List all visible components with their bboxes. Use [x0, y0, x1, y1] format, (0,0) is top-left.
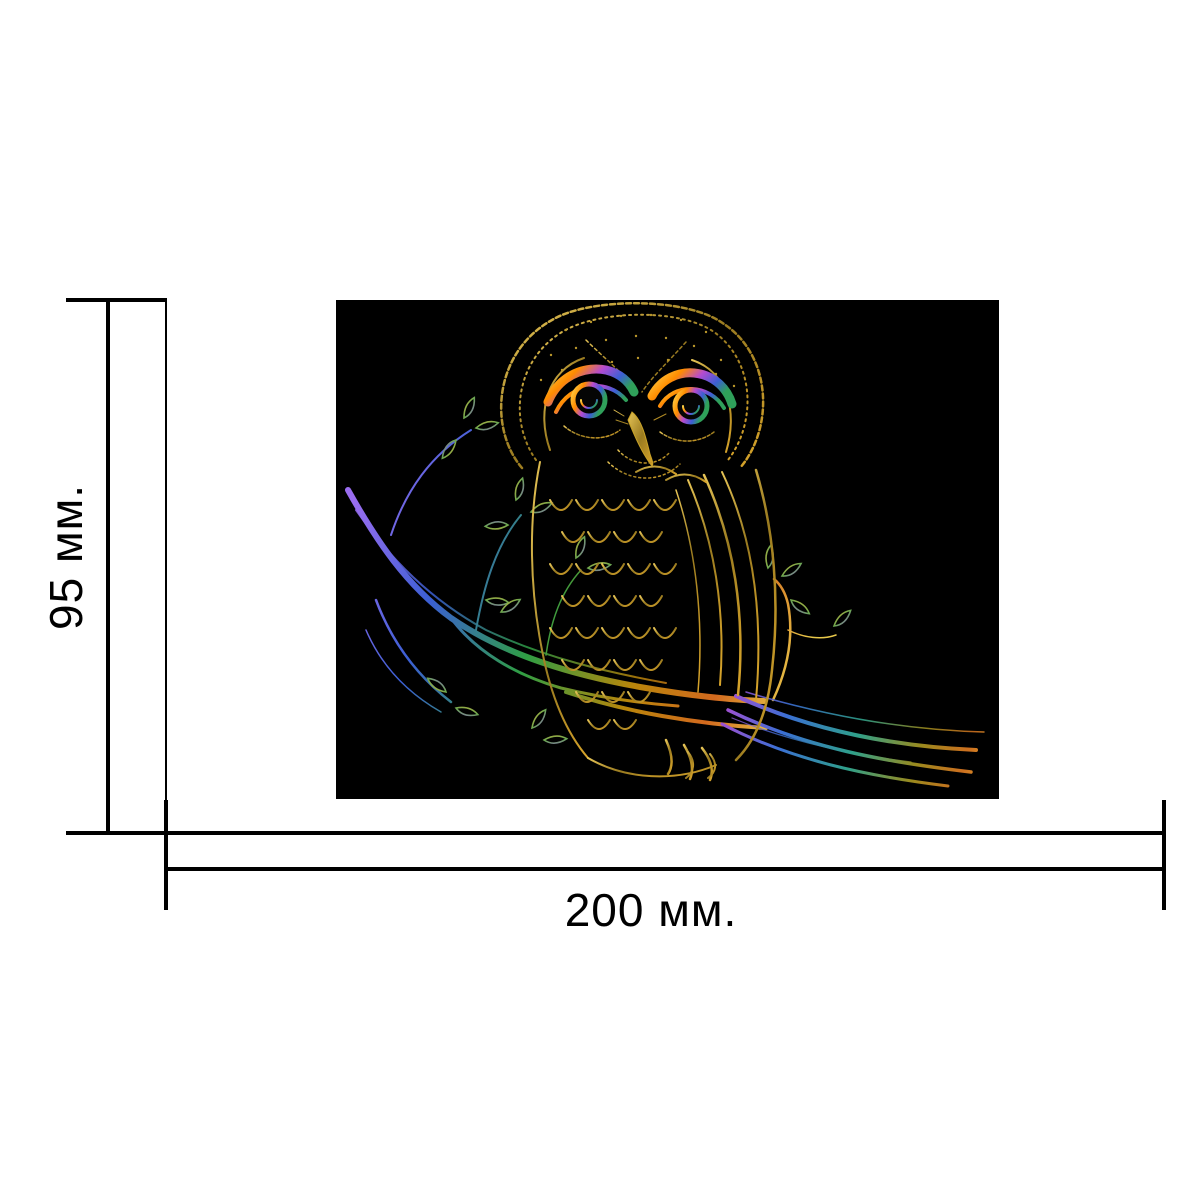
left-extension-line: [165, 300, 167, 802]
width-dimension-line: [165, 867, 1166, 871]
baseline: [66, 831, 1166, 835]
width-dimension-left-cap: [164, 800, 168, 910]
width-dimension-right-cap: [1162, 800, 1166, 910]
owl-artwork: [345, 302, 985, 788]
height-dimension-top-cap: [66, 298, 167, 302]
height-dimension-label: 95 мм.: [40, 484, 92, 630]
width-dimension-label: 200 мм.: [564, 884, 738, 936]
head-speckles: [539, 313, 736, 388]
height-dimension-line: [106, 300, 110, 833]
product-image: [336, 300, 999, 799]
